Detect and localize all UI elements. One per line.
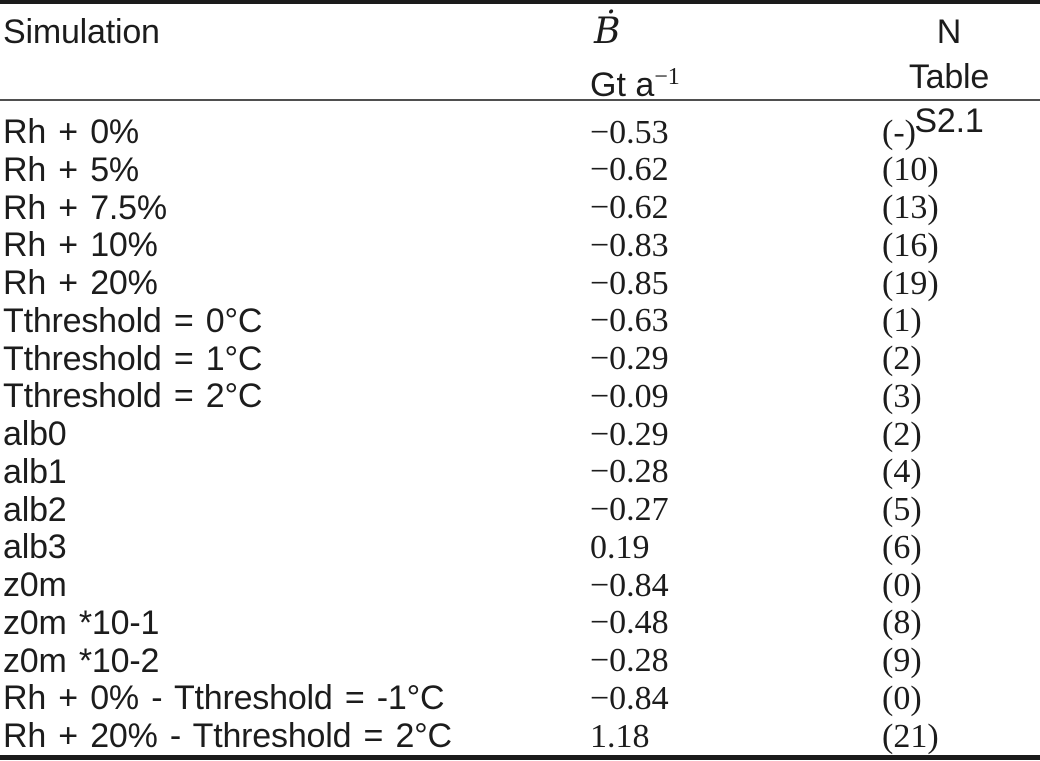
table-bottom-rule [0,755,1040,760]
table-row: Tthreshold = 2°C −0.09 (3) [0,377,1040,415]
column-header-table-ref: Table S2.1 [908,58,990,140]
simulation-label: Tthreshold = 0°C [3,301,263,340]
header-cell-simulation: Simulation [0,9,588,99]
simulation-label: Rh + 0% - Tthreshold = -1°C [3,679,445,718]
table-row: Rh + 10% −0.83 (16) [0,226,1040,264]
mass-balance-value: −0.09 [590,377,669,415]
mass-balance-value: −0.62 [590,189,669,226]
n-value: (4) [882,453,922,491]
simulation-label: Rh + 0% [3,113,139,151]
mass-balance-value: −0.48 [590,604,669,642]
n-value: (8) [882,604,922,642]
table-body: Rh + 0% −0.53 (-) Rh + 5% −0.62 (10) Rh + 7.5%… [0,101,1040,755]
column-header-unit: Gt a−1 [590,55,876,104]
mass-balance-value: −0.62 [590,151,669,189]
n-value: (0) [882,566,922,604]
table-row: alb2 −0.27 (5) [0,491,1040,529]
n-value: (2) [882,415,922,453]
n-value: (13) [882,189,939,226]
n-value: (19) [882,264,939,302]
mass-balance-value: −0.84 [590,679,669,717]
mass-balance-value: −0.27 [590,491,669,528]
n-value: (16) [882,226,939,264]
table-row: z0m *10-2 −0.28 (9) [0,642,1040,680]
unit-base-text: Gt a [590,66,655,104]
mass-balance-value: −0.28 [590,642,669,679]
table-row: Rh + 0% −0.53 (-) [0,113,1040,151]
table-header-rule [0,99,1040,101]
table-row: Rh + 0% - Tthreshold = -1°C −0.84 (0) [0,679,1040,717]
simulation-label: z0m *10-1 [3,603,160,642]
mass-balance-value: −0.29 [590,415,669,453]
simulation-label: Tthreshold = 1°C [3,339,263,378]
table-header-row: Simulation Ḃ Gt a−1 N Table S2.1 [0,4,1040,140]
table-row: Rh + 20% - Tthreshold = 2°C 1.18 (21) [0,717,1040,755]
n-value: (6) [882,528,922,566]
n-value: (1) [882,302,922,340]
mass-balance-value: −0.28 [590,453,669,491]
column-header-simulation: Simulation [3,13,160,51]
n-value: (-) [882,113,916,151]
simulation-label: alb2 [3,490,67,529]
mass-balance-value: 1.18 [590,717,650,755]
n-value: (0) [882,679,922,717]
simulation-label: Rh + 10% [3,226,158,265]
mass-balance-value: −0.29 [590,340,669,377]
column-header-n: N [936,13,962,51]
n-value: (3) [882,377,922,415]
table-row: Rh + 20% −0.85 (19) [0,264,1040,302]
header-cell-mass-balance: Ḃ Gt a−1 [588,9,876,104]
n-value: (9) [882,642,922,679]
simulation-label: Rh + 5% [3,150,139,189]
table-top-rule [0,0,1040,4]
table-row: Tthreshold = 1°C −0.29 (2) [0,340,1040,378]
simulation-label: z0m [3,566,67,604]
table-row: Tthreshold = 0°C −0.63 (1) [0,302,1040,340]
simulation-label: Tthreshold = 2°C [3,377,263,416]
n-value: (21) [882,717,939,755]
simulation-label: Rh + 20% [3,264,158,302]
table-row: alb3 0.19 (6) [0,528,1040,566]
n-value: (10) [882,151,939,189]
mass-balance-value: −0.53 [590,113,669,151]
simulation-label: z0m *10-2 [3,641,160,680]
table-row: alb0 −0.29 (2) [0,415,1040,453]
table-row: z0m *10-1 −0.48 (8) [0,604,1040,642]
table-row: Rh + 5% −0.62 (10) [0,151,1040,189]
n-value: (2) [882,340,922,377]
simulation-label: alb0 [3,415,67,453]
mass-balance-value: −0.83 [590,226,669,264]
simulation-label: Rh + 20% - Tthreshold = 2°C [3,717,452,755]
mass-balance-value: 0.19 [590,528,650,566]
mass-balance-value: −0.84 [590,566,669,604]
simulation-label: alb3 [3,528,67,567]
table-row: z0m −0.84 (0) [0,566,1040,604]
simulation-label: Rh + 7.5% [3,188,167,227]
mass-balance-value: −0.63 [590,302,669,340]
unit-exponent-text: −1 [654,64,680,90]
table-row: Rh + 7.5% −0.62 (13) [0,189,1040,227]
column-header-bdot-symbol: Ḃ [594,11,621,52]
table-row: alb1 −0.28 (4) [0,453,1040,491]
n-value: (5) [882,491,922,528]
simulation-label: alb1 [3,452,67,491]
mass-balance-value: −0.85 [590,264,669,302]
header-cell-n: N Table S2.1 [876,9,1022,140]
